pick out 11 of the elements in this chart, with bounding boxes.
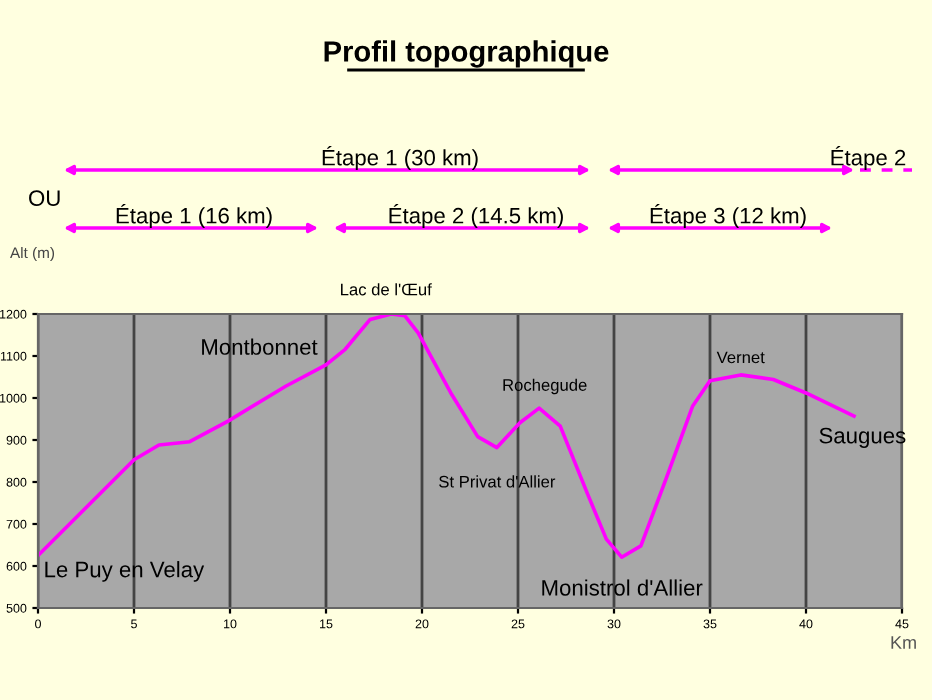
text: Étape 1 (16 km) <box>116 204 272 228</box>
x-axis-title: Km <box>891 636 916 649</box>
annotation: Lac de l'Œuf <box>341 283 432 296</box>
text: Étape 3 (12 km) <box>650 204 806 228</box>
annotation: Saugues <box>819 427 906 448</box>
text: Étape 1 (30 km) <box>322 146 478 170</box>
text: OU <box>29 190 60 206</box>
annotation: Vernet <box>716 351 765 364</box>
text: Étape 2 (14.5 km) <box>389 204 563 228</box>
text: Étape 2 <box>831 146 906 170</box>
chart-title: Profil topographique <box>324 40 609 68</box>
